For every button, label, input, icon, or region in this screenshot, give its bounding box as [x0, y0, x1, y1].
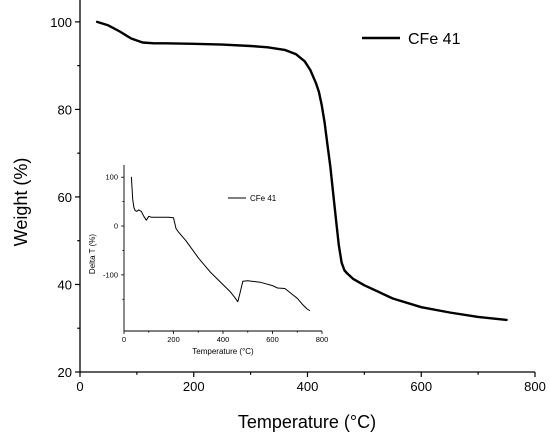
- main-y-tick-label: 60: [58, 190, 72, 205]
- inset-y-tick-label: 0: [114, 222, 118, 231]
- main-y-tick-labels: 20 40 60 80 100: [50, 15, 72, 380]
- main-x-axis-label: Temperature (°C): [238, 412, 376, 432]
- main-x-tick-label: 400: [297, 379, 319, 394]
- inset-x-tick-label: 400: [217, 335, 230, 344]
- inset-x-tick-label: 600: [266, 335, 279, 344]
- inset-y-axis-label: Delta T (%): [88, 234, 97, 274]
- inset-y-tick-labels: -100 0 100: [103, 173, 118, 280]
- main-legend-label: CFe 41: [408, 31, 461, 48]
- main-series-line: [97, 22, 507, 320]
- inset-series-group: [131, 177, 309, 310]
- main-chart: 0 200 400 600 800 20 40 60 80 100 Temperature (°…: [11, 0, 546, 432]
- main-series-group: [97, 22, 507, 320]
- inset-series-line: [131, 177, 309, 310]
- main-x-tick-labels: 0 200 400 600 800: [76, 379, 545, 394]
- main-x-tick-label: 800: [524, 379, 546, 394]
- main-legend: CFe 41: [362, 31, 461, 48]
- inset-legend: CFe 41: [228, 194, 277, 203]
- main-y-tick-label: 40: [58, 277, 72, 292]
- main-x-tick-label: 600: [410, 379, 432, 394]
- main-y-tick-label: 100: [50, 15, 72, 30]
- main-x-tick-label: 200: [183, 379, 205, 394]
- inset-tick-marks: [121, 177, 322, 334]
- main-y-tick-label: 80: [58, 102, 72, 117]
- inset-x-tick-labels: 0 200 400 600 800: [122, 335, 328, 344]
- inset-x-tick-label: 0: [122, 335, 126, 344]
- inset-plot-frame: [124, 165, 322, 331]
- inset-legend-label: CFe 41: [250, 194, 277, 203]
- main-y-axis-label: Weight (%): [11, 158, 31, 247]
- inset-x-axis-label: Temperature (°C): [192, 347, 254, 356]
- inset-x-tick-label: 200: [167, 335, 180, 344]
- inset-y-tick-label: 100: [105, 173, 118, 182]
- inset-y-tick-label: -100: [103, 270, 118, 279]
- main-x-tick-label: 0: [76, 379, 83, 394]
- inset-x-tick-label: 800: [316, 335, 329, 344]
- main-tick-marks: [75, 22, 535, 377]
- main-y-tick-label: 20: [58, 365, 72, 380]
